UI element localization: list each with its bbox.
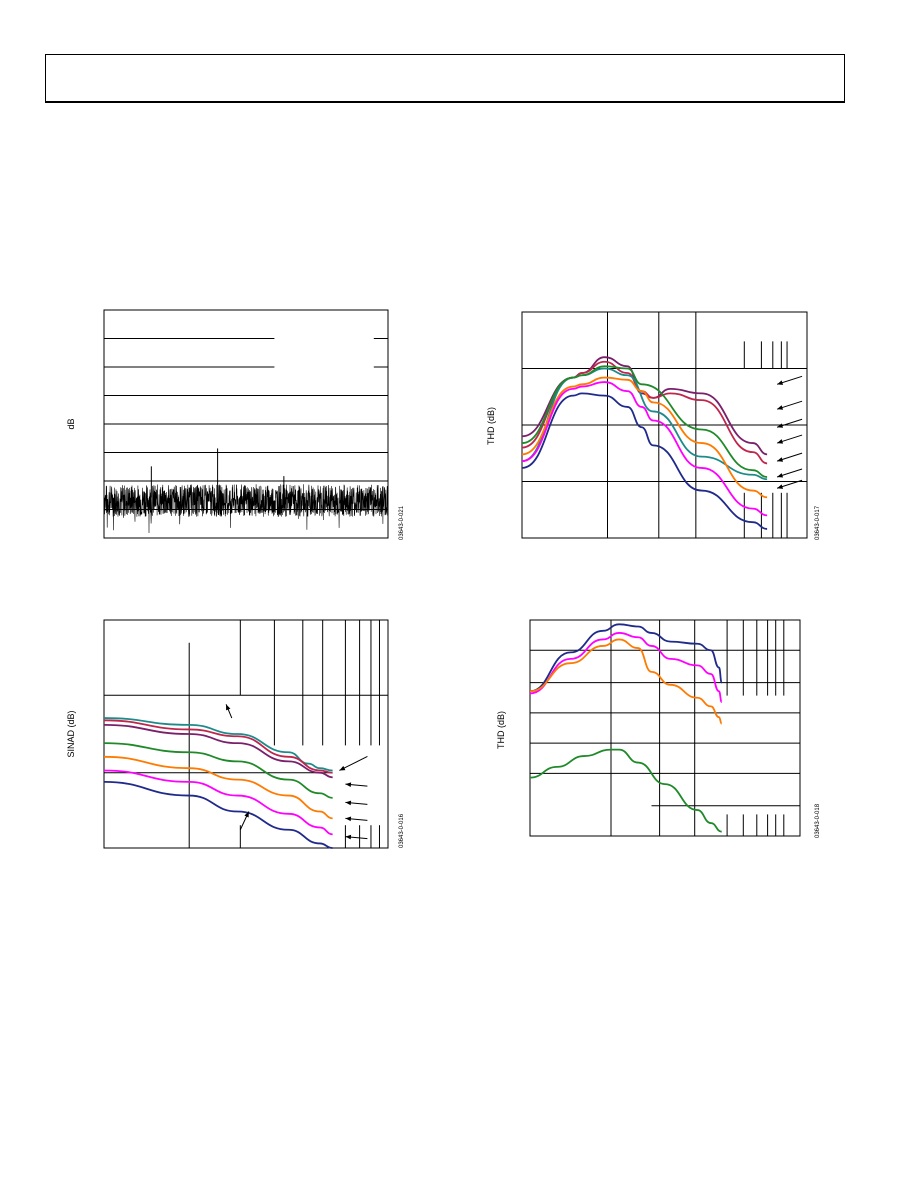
fft-part-number: 03643-0-021	[399, 505, 405, 540]
sinad-series-4	[103, 742, 333, 799]
thd-a-part-number: 03643-0-017	[815, 505, 821, 540]
thd-a-series-5	[521, 376, 768, 499]
thd-a-ylabel: THD (dB)	[486, 407, 496, 445]
sinad-arrow-5-head	[345, 834, 352, 840]
sinad-arrow-top-head	[226, 704, 231, 711]
thd-b-series-2	[529, 632, 723, 703]
thd-a-arrow-7-head	[777, 484, 784, 489]
sinad-arrow-bottom-head	[244, 811, 249, 818]
thd-chart-a: THD (dB) 03643-0-017	[486, 311, 821, 540]
thd-b-series-3	[529, 638, 723, 725]
sinad-arrow-4-head	[345, 816, 352, 822]
thd-b-ylabel: THD (dB)	[496, 711, 506, 749]
fft-ylabel: dB	[66, 418, 76, 429]
sinad-arrow-2-head	[345, 782, 352, 787]
sinad-series-3	[103, 723, 333, 779]
fft-noise-trace	[103, 484, 389, 534]
sinad-chart: SINAD (dB) 03643-0-016	[66, 619, 405, 849]
thd-a-arrow-1-head	[777, 380, 784, 385]
thd-a-series-7	[521, 392, 768, 530]
sinad-plot-frame	[103, 619, 389, 849]
sinad-series-1	[103, 717, 333, 772]
thd-b-plot-frame	[529, 619, 801, 837]
thd-a-series-6	[521, 381, 768, 517]
sinad-series-6	[103, 769, 333, 836]
thd-b-part-number: 03643-0-018	[815, 803, 821, 838]
sinad-ylabel: SINAD (dB)	[66, 710, 76, 757]
thd-a-arrow-3-head	[777, 423, 784, 428]
thd-b-series-1	[529, 623, 723, 693]
page-header-box	[45, 54, 845, 103]
sinad-part-number: 03643-0-016	[399, 813, 405, 848]
thd-a-series-4	[521, 365, 768, 478]
thd-a-arrow-2-head	[777, 405, 784, 410]
sinad-arrow-3-head	[345, 800, 352, 806]
thd-a-arrow-5-head	[777, 457, 784, 462]
sinad-arrow-1-head	[339, 765, 346, 771]
fft-chart: dB 03643-0-021	[66, 309, 405, 540]
sinad-series-2	[103, 719, 333, 774]
thd-a-arrow-4-head	[777, 439, 784, 444]
thd-a-arrow-6-head	[777, 473, 784, 478]
thd-chart-b: THD (dB) 03643-0-018	[496, 619, 821, 838]
sinad-series-7	[103, 780, 333, 849]
sinad-series-5	[103, 755, 333, 820]
thd-b-series-4	[529, 748, 722, 833]
thd-a-series-2	[521, 360, 768, 465]
